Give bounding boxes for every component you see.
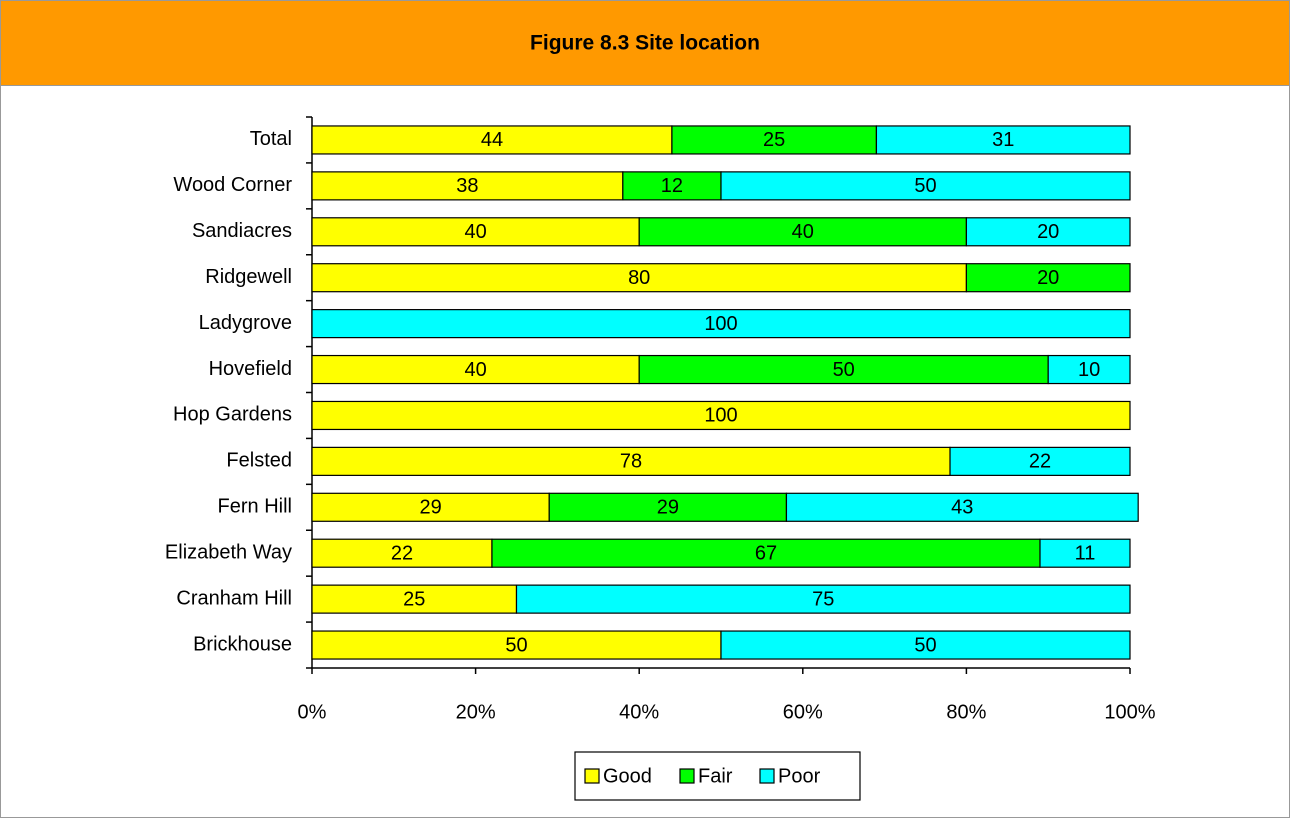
bar-segment	[311, 584, 518, 614]
data-label: 29	[657, 497, 679, 519]
y-tick-label: Hovefield	[209, 358, 292, 380]
data-label: 50	[914, 634, 936, 656]
data-label: 25	[763, 129, 785, 151]
header	[0, 0, 1290, 86]
y-tick-label: Felsted	[226, 450, 292, 472]
bar-segment	[311, 354, 640, 385]
data-label: 40	[792, 221, 814, 243]
bar-segment	[671, 125, 878, 155]
y-tick-label: Ridgewell	[205, 266, 292, 288]
bar-segment	[311, 446, 951, 476]
data-label: 75	[812, 588, 834, 610]
bar-segment	[638, 354, 1049, 385]
legend-swatch	[759, 768, 775, 784]
data-label: 67	[755, 542, 777, 564]
bar-segment	[638, 217, 968, 247]
data-label: 22	[1029, 451, 1051, 473]
bar-segment	[311, 309, 1131, 339]
data-label: 50	[833, 359, 855, 381]
legend-swatch	[679, 768, 695, 784]
y-tick-label: Total	[250, 128, 292, 150]
y-tick-label: Hop Gardens	[173, 404, 292, 426]
y-tick-label: Ladygrove	[199, 312, 292, 334]
data-label: 40	[464, 221, 486, 243]
y-tick-label: Wood Corner	[173, 174, 292, 196]
data-label: 50	[505, 634, 527, 656]
chart-title: Figure 8.3 Site location	[530, 32, 760, 55]
data-label: 29	[419, 497, 441, 519]
bar-segment	[515, 584, 1131, 614]
bar-segment	[785, 492, 1139, 522]
bar-segment	[311, 630, 722, 660]
y-tick-label: Cranham Hill	[176, 587, 292, 609]
x-tick-label: 100%	[1104, 701, 1155, 723]
y-tick-label: Elizabeth Way	[165, 541, 292, 563]
bar-segment	[311, 538, 493, 568]
bar-segment	[965, 263, 1131, 293]
data-label: 31	[992, 129, 1014, 151]
bar-segment	[622, 171, 722, 201]
bar-segment	[548, 492, 788, 522]
data-label: 100	[704, 313, 737, 335]
x-tick-label: 60%	[783, 701, 823, 723]
x-tick-label: 40%	[619, 701, 659, 723]
y-tick-label: Fern Hill	[218, 496, 292, 518]
legend-swatch	[584, 768, 600, 784]
x-tick-label: 20%	[456, 701, 496, 723]
data-label: 11	[1075, 542, 1096, 564]
data-label: 25	[403, 588, 425, 610]
bar-segment	[311, 125, 673, 155]
data-label: 22	[391, 542, 413, 564]
bar-segment	[1039, 538, 1131, 568]
y-tick-label: Brickhouse	[193, 633, 292, 655]
data-label: 44	[481, 129, 503, 151]
data-label: 80	[628, 267, 650, 289]
x-tick-label: 80%	[946, 701, 986, 723]
bar-segment	[311, 492, 550, 522]
data-label: 20	[1037, 221, 1059, 243]
data-label: 40	[464, 359, 486, 381]
data-label: 100	[704, 405, 737, 427]
legend: Good Fair Poor	[574, 751, 861, 801]
y-tick-label: Sandiacres	[192, 220, 292, 242]
bar-segment	[720, 171, 1131, 201]
bar-segment	[875, 125, 1131, 155]
bar-segment	[949, 446, 1131, 476]
data-label: 38	[456, 175, 478, 197]
x-tick-label: 0%	[298, 701, 327, 723]
bar-segment	[720, 630, 1131, 660]
bar-segment	[491, 538, 1041, 568]
legend-label: Good	[603, 765, 652, 787]
data-label: 43	[951, 497, 973, 519]
bar-segment	[311, 217, 640, 247]
legend-box	[574, 751, 861, 801]
data-label: 78	[620, 451, 642, 473]
data-label: 20	[1037, 267, 1059, 289]
bar-segment	[311, 400, 1131, 431]
data-label: 10	[1078, 359, 1100, 381]
legend-label: Fair	[698, 765, 733, 787]
bar-segment	[1047, 354, 1131, 385]
data-label: 50	[914, 175, 936, 197]
bar-segment	[311, 263, 968, 293]
data-label: 12	[661, 175, 683, 197]
bar-segment	[965, 217, 1131, 247]
legend-label: Poor	[778, 765, 821, 787]
